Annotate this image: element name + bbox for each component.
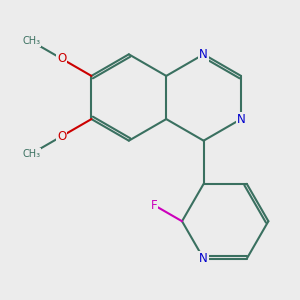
Text: CH₃: CH₃ bbox=[22, 36, 41, 46]
Text: CH₃: CH₃ bbox=[22, 148, 41, 159]
Text: N: N bbox=[199, 252, 208, 265]
Text: N: N bbox=[199, 48, 208, 61]
Text: O: O bbox=[57, 52, 66, 65]
Text: N: N bbox=[237, 112, 245, 126]
Text: O: O bbox=[57, 130, 66, 143]
Text: F: F bbox=[151, 199, 157, 212]
